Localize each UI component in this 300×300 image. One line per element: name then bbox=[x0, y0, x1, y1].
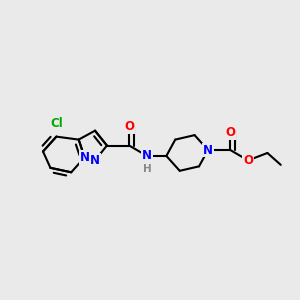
Text: N: N bbox=[90, 154, 100, 167]
Text: O: O bbox=[124, 120, 134, 133]
Text: Cl: Cl bbox=[50, 117, 63, 130]
Text: O: O bbox=[243, 154, 253, 167]
Text: N: N bbox=[142, 149, 152, 162]
Text: O: O bbox=[225, 126, 235, 139]
Text: N: N bbox=[203, 143, 213, 157]
Text: H: H bbox=[143, 164, 152, 174]
Text: N: N bbox=[80, 151, 90, 164]
